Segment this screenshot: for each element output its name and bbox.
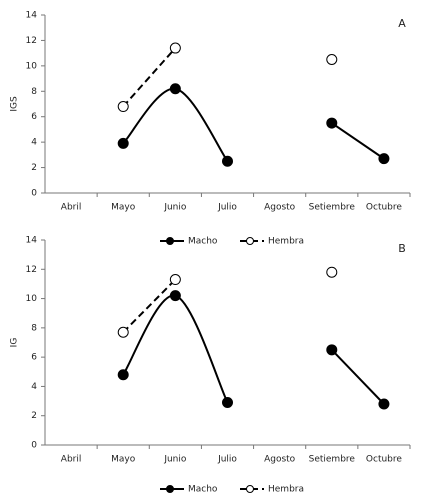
- y-tick-label: 6: [31, 353, 37, 363]
- data-point: [326, 344, 338, 356]
- series-line: [331, 349, 385, 405]
- legend-marker: [246, 485, 254, 493]
- y-axis-label: IG: [10, 338, 20, 348]
- y-tick-label: 8: [31, 87, 37, 97]
- y-tick-label: 10: [26, 294, 38, 304]
- series-line: [122, 278, 177, 333]
- x-tick-label: Agosto: [264, 455, 296, 465]
- y-tick-label: 10: [26, 61, 38, 71]
- data-point: [326, 117, 338, 129]
- data-point: [117, 137, 129, 149]
- y-axis-label: IGS: [10, 96, 20, 112]
- y-tick-label: 14: [26, 236, 38, 246]
- data-point: [326, 266, 338, 278]
- y-tick-label: 0: [31, 189, 37, 199]
- x-tick-label: Julio: [217, 203, 237, 213]
- y-tick-label: 2: [31, 411, 37, 421]
- data-point: [378, 398, 390, 410]
- panel-label: B: [398, 242, 406, 255]
- x-tick-label: Junio: [163, 203, 187, 213]
- x-tick-label: Octubre: [366, 455, 402, 465]
- data-point: [117, 326, 129, 338]
- data-point: [117, 101, 129, 113]
- data-point: [378, 153, 390, 165]
- x-tick-label: Junio: [163, 455, 187, 465]
- x-tick-label: Agosto: [264, 203, 296, 213]
- y-tick-label: 12: [26, 36, 37, 46]
- series-line: [122, 87, 229, 162]
- y-tick-label: 4: [31, 138, 37, 148]
- legend-marker: [246, 237, 254, 245]
- data-point: [326, 54, 338, 65]
- data-point: [169, 290, 181, 302]
- x-tick-label: Setiembre: [309, 455, 356, 465]
- x-tick-label: Julio: [217, 455, 237, 465]
- y-tick-label: 14: [26, 11, 38, 21]
- y-tick-label: 0: [31, 441, 37, 451]
- series-line: [122, 294, 229, 403]
- series-line: [331, 122, 385, 160]
- y-tick-label: 4: [31, 382, 37, 392]
- data-point: [222, 155, 233, 167]
- series-line: [122, 47, 177, 108]
- x-tick-label: Mayo: [111, 455, 136, 465]
- x-tick-label: Octubre: [366, 203, 402, 213]
- y-tick-label: 12: [26, 265, 37, 275]
- legend-label: Hembra: [268, 237, 304, 247]
- y-tick-label: 2: [31, 163, 37, 173]
- data-point: [117, 369, 129, 381]
- data-point: [169, 274, 181, 286]
- y-tick-label: 8: [31, 323, 37, 333]
- legend-marker: [166, 485, 174, 493]
- legend-label: Macho: [188, 485, 218, 495]
- x-tick-label: Setiembre: [309, 203, 356, 213]
- legend-marker: [166, 237, 174, 245]
- y-tick-label: 6: [31, 112, 37, 122]
- legend-label: Hembra: [268, 485, 304, 495]
- data-point: [169, 42, 181, 54]
- panel-label: A: [398, 17, 406, 30]
- data-point: [222, 397, 233, 409]
- x-tick-label: Mayo: [111, 203, 136, 213]
- legend-label: Macho: [188, 237, 218, 247]
- x-tick-label: Abril: [61, 203, 82, 213]
- data-point: [169, 83, 181, 95]
- x-tick-label: Abril: [61, 455, 82, 465]
